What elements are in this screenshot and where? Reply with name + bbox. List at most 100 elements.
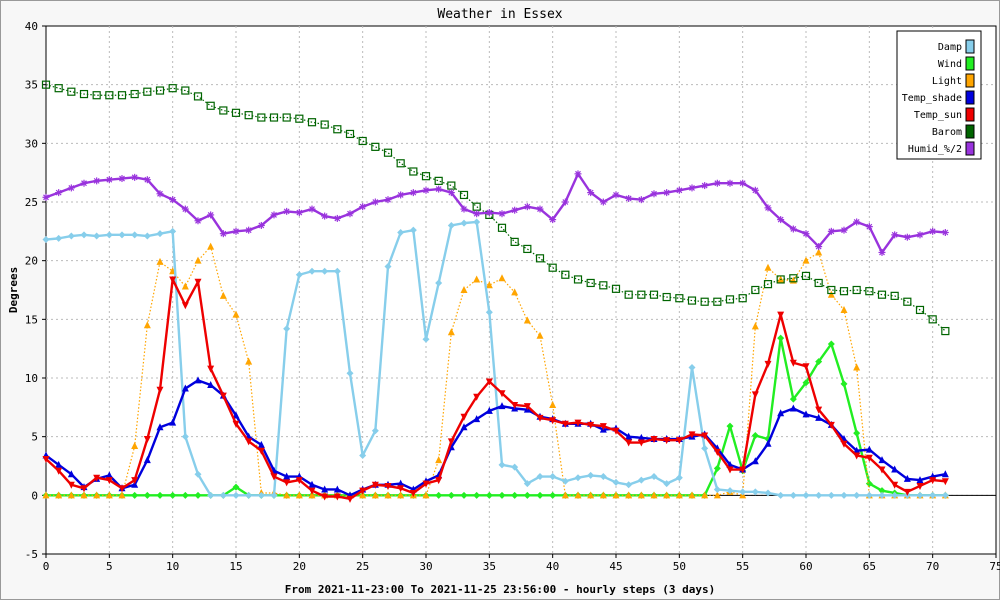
data-point — [460, 413, 468, 421]
legend-label: Light — [932, 76, 962, 87]
data-point — [131, 231, 139, 239]
data-point — [67, 184, 75, 192]
data-point — [586, 278, 595, 288]
data-point — [181, 384, 189, 392]
data-point — [865, 445, 873, 453]
legend-swatch — [965, 90, 975, 105]
data-point — [587, 471, 595, 479]
data-point — [371, 198, 379, 206]
data-point — [130, 89, 139, 99]
chart-title: Weather in Essex — [437, 7, 562, 22]
data-point — [535, 254, 545, 263]
data-point — [473, 393, 481, 401]
data-point — [802, 363, 810, 371]
data-point — [865, 223, 873, 231]
data-point — [42, 455, 50, 463]
data-point — [473, 275, 481, 283]
data-point — [688, 184, 696, 192]
data-point — [371, 481, 379, 489]
data-point — [751, 488, 759, 496]
data-point — [333, 267, 341, 275]
data-point — [80, 491, 88, 499]
data-point — [511, 288, 519, 296]
y-tick-label: 5 — [31, 431, 38, 444]
data-point — [713, 179, 721, 187]
data-point — [143, 491, 151, 499]
data-point — [511, 401, 519, 409]
data-point — [637, 290, 646, 299]
data-point — [612, 478, 620, 486]
data-point — [827, 491, 835, 499]
data-point — [181, 433, 189, 441]
data-point — [815, 491, 823, 499]
data-point — [397, 229, 405, 237]
data-point — [726, 179, 734, 187]
data-point — [131, 442, 139, 450]
data-point — [574, 474, 582, 482]
data-point — [941, 470, 949, 478]
data-point — [155, 86, 165, 95]
data-point — [485, 406, 493, 414]
data-point — [346, 210, 354, 218]
data-point — [574, 419, 582, 427]
data-point — [599, 423, 607, 431]
data-point — [777, 311, 785, 319]
data-point — [283, 472, 291, 480]
data-point — [232, 491, 240, 499]
data-point — [460, 205, 468, 213]
data-point — [42, 193, 50, 201]
data-point — [649, 290, 659, 299]
data-point — [701, 444, 709, 452]
data-point — [207, 381, 215, 389]
data-point — [333, 125, 342, 134]
data-point — [739, 179, 747, 187]
data-point — [650, 491, 658, 499]
data-point — [232, 483, 240, 491]
data-point — [473, 210, 481, 218]
data-point — [308, 480, 316, 488]
data-point — [916, 482, 924, 490]
data-point — [283, 207, 291, 215]
data-point — [498, 390, 506, 398]
data-point — [93, 474, 101, 482]
data-point — [156, 423, 164, 431]
data-point — [269, 113, 279, 122]
data-point — [131, 491, 139, 499]
data-point — [67, 232, 75, 240]
data-point — [409, 489, 417, 497]
series-barom — [41, 80, 950, 336]
data-point — [739, 466, 747, 474]
data-point — [751, 431, 759, 439]
data-point — [131, 477, 139, 485]
data-point — [434, 176, 443, 185]
data-point — [777, 409, 785, 417]
data-point — [307, 118, 317, 127]
data-point — [447, 221, 455, 229]
data-point — [397, 191, 405, 199]
data-point — [485, 491, 493, 499]
data-point — [776, 275, 785, 284]
data-point — [763, 280, 773, 289]
data-point — [688, 363, 696, 371]
data-point — [460, 286, 468, 293]
data-point — [637, 433, 645, 441]
data-point — [599, 491, 607, 499]
x-tick-label: 40 — [546, 560, 559, 573]
data-point — [346, 369, 354, 377]
data-point — [599, 198, 607, 206]
data-point — [764, 204, 772, 212]
data-point — [751, 457, 759, 465]
series-temp-sun — [42, 276, 949, 503]
data-point — [840, 305, 848, 313]
data-point — [903, 233, 911, 241]
data-point — [308, 487, 316, 495]
data-point — [156, 230, 164, 238]
data-point — [929, 491, 937, 499]
data-point — [498, 461, 506, 469]
plot-area — [45, 25, 997, 555]
x-tick-label: 25 — [356, 560, 369, 573]
data-point — [435, 456, 443, 464]
data-point — [105, 477, 113, 485]
data-point — [789, 491, 797, 499]
data-point — [625, 491, 633, 499]
